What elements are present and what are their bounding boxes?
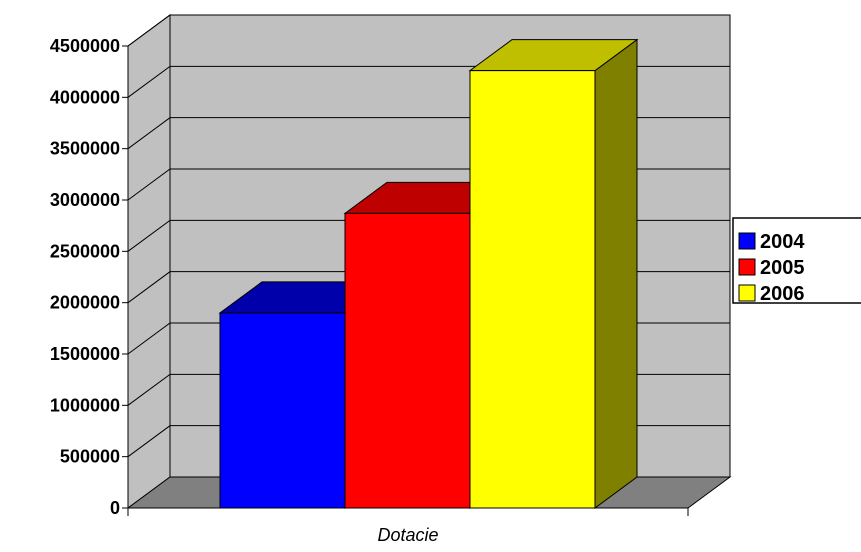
bar-2006	[468, 38, 639, 509]
legend-swatch	[738, 284, 756, 302]
y-tick-label: 1500000	[50, 344, 120, 364]
bar-front	[344, 212, 471, 509]
axes: 0 500000 1000000 1500000 2000000 2500000 30000…	[50, 36, 689, 545]
y-tick-label: 1000000	[50, 395, 120, 415]
y-tick-label: 0	[110, 498, 120, 518]
legend-swatch	[738, 258, 756, 276]
y-tick-label: 3500000	[50, 139, 120, 159]
bar-front	[219, 312, 346, 509]
y-tick-label: 4500000	[50, 36, 120, 56]
legend: 2004 2005 2006	[732, 217, 861, 305]
y-tick-label: 3000000	[50, 190, 120, 210]
gridline	[127, 14, 730, 47]
x-category-label: Dotacie	[377, 525, 438, 545]
side-wall	[127, 14, 171, 509]
legend-label: 2006	[760, 283, 805, 305]
legend-label: 2004	[760, 231, 805, 253]
y-tick-label: 2000000	[50, 293, 120, 313]
legend-swatch	[738, 232, 756, 250]
y-tick-label: 4000000	[50, 87, 120, 107]
y-tick-label: 500000	[60, 447, 120, 467]
legend-label: 2005	[760, 257, 805, 279]
bar-front	[469, 70, 596, 509]
bars	[218, 38, 639, 509]
y-tick-label: 2500000	[50, 241, 120, 261]
bar-side	[594, 38, 638, 509]
